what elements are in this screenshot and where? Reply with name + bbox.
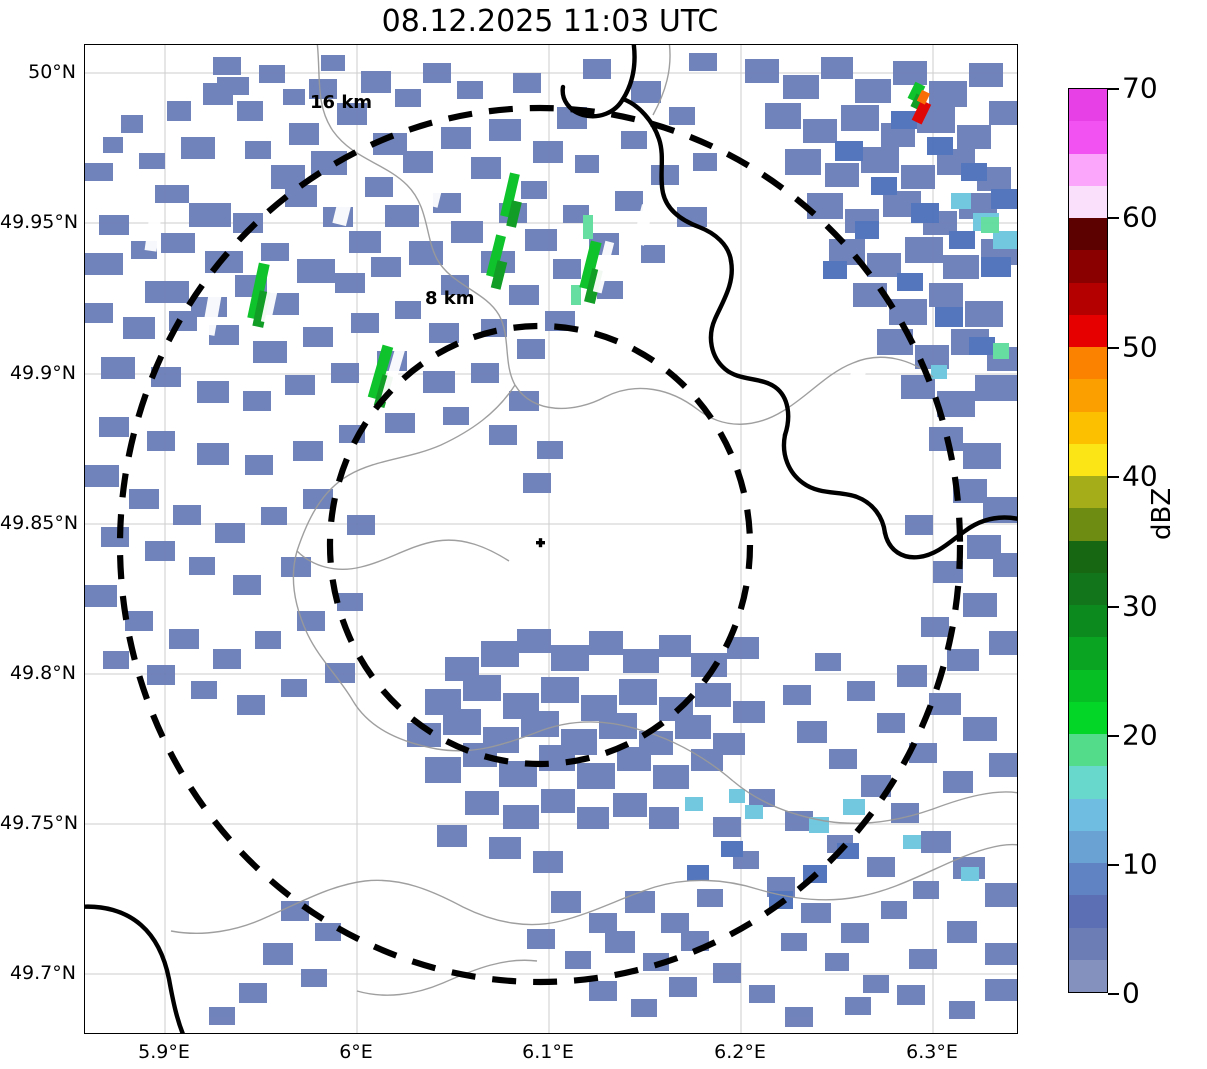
colorbar-label-40: 40 [1122,459,1158,493]
y-tick-label-49-75: 49.75°N [0,812,79,834]
colorbar-label-10: 10 [1122,847,1158,881]
colorbar-band-42.5-45 [1069,411,1107,444]
colorbar-tick-10 [1108,864,1119,866]
colorbar-band-10-12.5 [1069,830,1107,863]
colorbar-band-27.5-30 [1069,605,1107,638]
radar-plot-svg [85,45,1017,1033]
colorbar-band-2.5-5 [1069,927,1107,960]
colorbar-band-37.5-40 [1069,476,1107,509]
range-ring-label-8km: 8 km [425,288,475,309]
radar-plot-area[interactable]: 16 km 8 km [84,44,1018,1034]
colorbar-band-62.5-65 [1069,153,1107,186]
colorbar-tick-30 [1108,606,1119,608]
colorbar-band-5-7.5 [1069,895,1107,928]
y-tick-label-49-8: 49.8°N [9,662,76,684]
colorbar-band-0-2.5 [1069,959,1107,992]
colorbar-band-22.5-25 [1069,669,1107,702]
x-tick-label-6-3: 6.3°E [906,1041,958,1063]
x-tick-label-6-1: 6.1°E [522,1041,574,1063]
colorbar-band-7.5-10 [1069,863,1107,896]
range-ring-8km [326,322,754,768]
colorbar-label-70: 70 [1122,71,1158,105]
colorbar[interactable] [1068,88,1108,993]
y-tick-label-49-85: 49.85°N [0,512,79,534]
range-ring-label-16km: 16 km [310,92,373,113]
range-rings [116,104,964,986]
y-tick-label-50: 50°N [28,61,76,83]
colorbar-band-20-22.5 [1069,701,1107,734]
x-tick-label-6-2: 6.2°E [714,1041,766,1063]
colorbar-band-25-27.5 [1069,637,1107,670]
colorbar-band-60-62.5 [1069,185,1107,218]
colorbar-band-67.5-70 [1069,89,1107,122]
y-tick-label-49-9: 49.9°N [9,362,76,384]
x-tick-label-6-0: 6°E [339,1041,373,1063]
colorbar-band-50-52.5 [1069,314,1107,347]
colorbar-label-20: 20 [1122,718,1158,752]
colorbar-band-57.5-60 [1069,218,1107,251]
range-ring-16km [116,104,964,986]
plus-marker [536,538,545,548]
colorbar-band-45-47.5 [1069,379,1107,412]
colorbar-band-35-37.5 [1069,508,1107,541]
regional-boundaries [170,45,1017,996]
colorbar-band-32.5-35 [1069,540,1107,573]
y-tick-label-49-7: 49.7°N [9,962,76,984]
colorbar-band-47.5-50 [1069,347,1107,380]
y-tick-label-49-95: 49.95°N [0,211,79,233]
colorbar-label-30: 30 [1122,589,1158,623]
colorbar-label-60: 60 [1122,200,1158,234]
colorbar-tick-0 [1108,993,1119,995]
colorbar-tick-70 [1108,88,1119,90]
colorbar-band-30-32.5 [1069,572,1107,605]
colorbar-band-55-57.5 [1069,250,1107,283]
x-tick-label-5-9: 5.9°E [138,1041,190,1063]
colorbar-label-50: 50 [1122,330,1158,364]
colorbar-band-15-17.5 [1069,766,1107,799]
colorbar-band-65-67.5 [1069,121,1107,154]
colorbar-band-52.5-55 [1069,282,1107,315]
colorbar-tick-60 [1108,217,1119,219]
page-title: 08.12.2025 11:03 UTC [381,4,719,39]
colorbar-tick-20 [1108,735,1119,737]
colorbar-title: dBZ [1147,487,1177,540]
radar-echo-field [85,53,1017,1027]
colorbar-band-17.5-20 [1069,734,1107,767]
colorbar-band-40-42.5 [1069,443,1107,476]
colorbar-band-12.5-15 [1069,798,1107,831]
colorbar-tick-40 [1108,476,1119,478]
colorbar-label-0: 0 [1122,976,1140,1010]
colorbar-tick-50 [1108,347,1119,349]
